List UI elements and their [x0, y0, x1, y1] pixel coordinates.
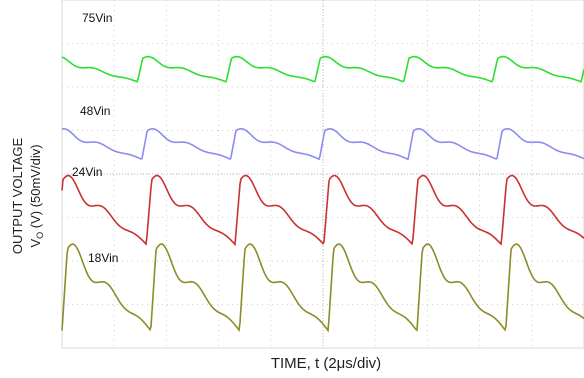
grid: [62, 0, 584, 348]
x-axis-label: TIME, t (2μs/div): [271, 355, 381, 372]
series-line-18vin: [61, 243, 584, 333]
series-line-24vin: [61, 174, 584, 247]
y-label-units: (V) (50mV/div): [28, 144, 43, 231]
series-label-48vin: 48Vin: [80, 104, 110, 118]
series-line-48vin: [61, 127, 584, 161]
series-label-75vin: 75Vin: [82, 11, 112, 25]
series-label-18vin: 18Vin: [88, 251, 118, 265]
y-axis-label-line1: OUTPUT VOLTAGE: [10, 138, 25, 255]
traces: [61, 55, 584, 333]
y-label-v: V: [28, 239, 43, 248]
series-line-75vin: [61, 55, 584, 83]
y-axis-label-line2: VO (V) (50mV/div): [28, 144, 45, 247]
y-axis-label: OUTPUT VOLTAGE VO (V) (50mV/div): [10, 138, 45, 255]
y-label-subscript: O: [35, 232, 45, 239]
series-label-24vin: 24Vin: [72, 165, 102, 179]
